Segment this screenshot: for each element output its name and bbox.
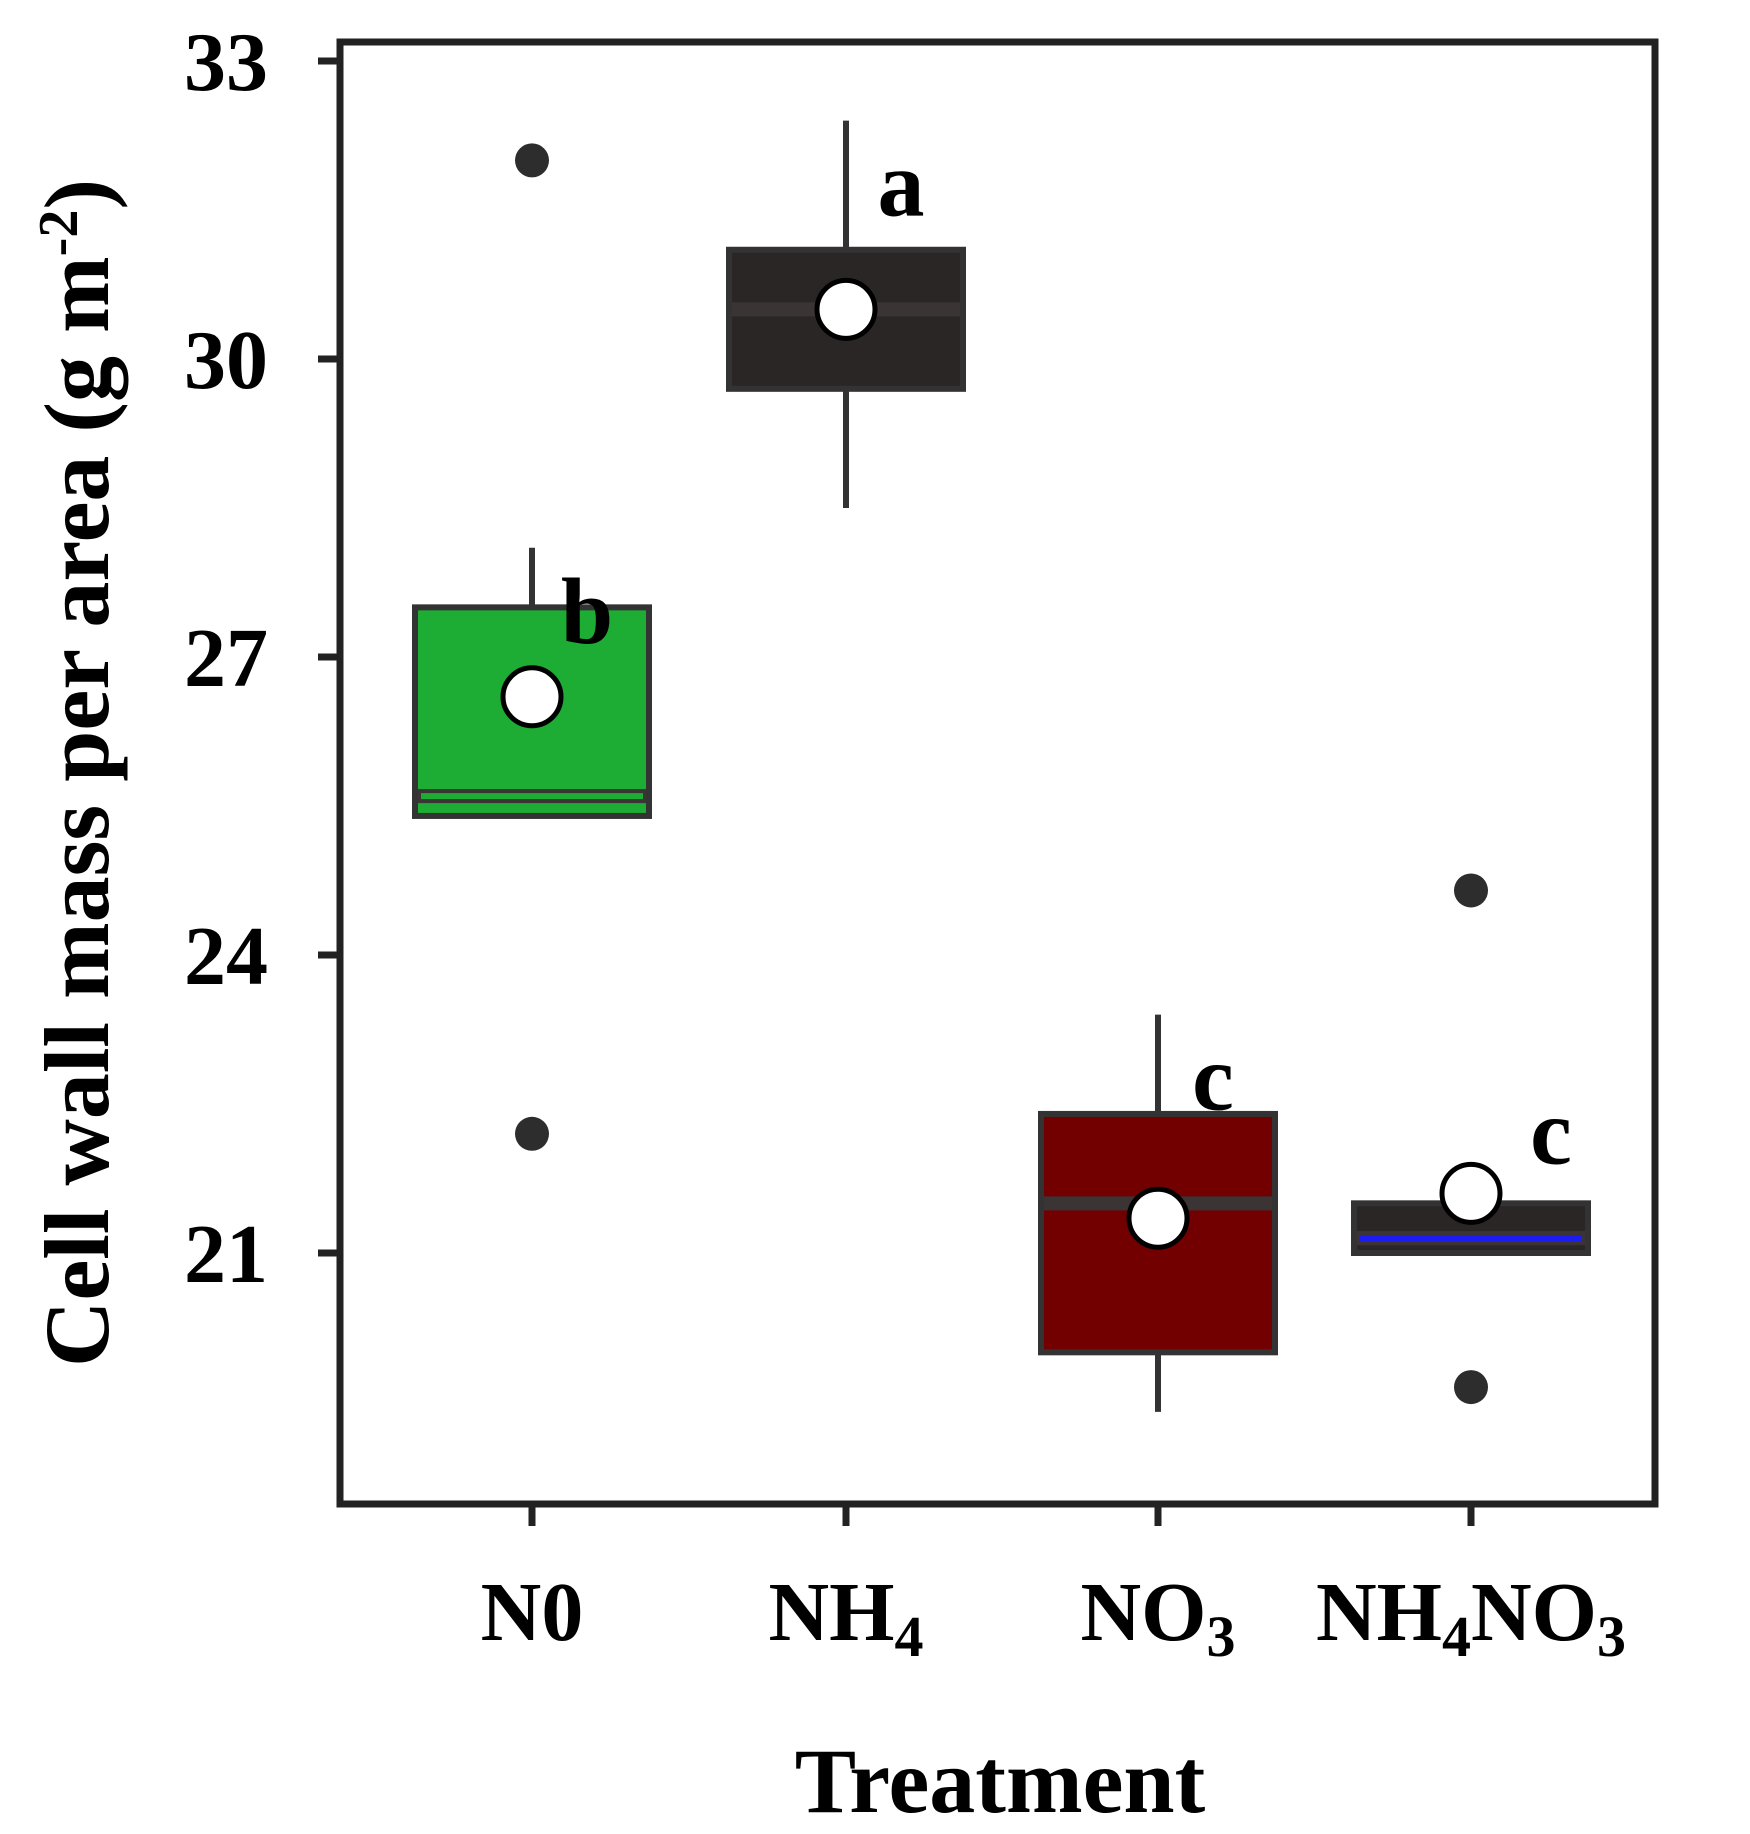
mean-marker: [1439, 1161, 1503, 1225]
x-tick-label: NH4: [769, 1566, 924, 1669]
y-axis-title-superscript: -2: [28, 210, 90, 257]
box-group: c: [1351, 873, 1591, 1405]
significance-letter: a: [878, 133, 925, 237]
y-tick-label: 21: [184, 1208, 268, 1301]
plot-frame: [336, 38, 1659, 1508]
x-tick-label: NO3: [1081, 1566, 1236, 1669]
outlier-point: [515, 1116, 549, 1151]
significance-letter: c: [1530, 1080, 1572, 1184]
x-axis: N0 NH4 NO3 NH4NO3: [481, 1504, 1626, 1669]
x-tick-label: N0: [481, 1566, 584, 1659]
mean-marker: [1126, 1186, 1190, 1250]
box-group: a: [726, 120, 966, 509]
significance-letter: b: [561, 560, 613, 664]
mean-marker: [814, 277, 878, 341]
outlier-point: [1454, 873, 1488, 908]
y-tick-label: 24: [184, 910, 268, 1003]
y-tick-label: 27: [184, 612, 268, 705]
box-group: c: [1038, 1014, 1278, 1412]
y-tick-label: 30: [184, 314, 268, 407]
y-tick-label: 33: [184, 16, 268, 109]
significance-letter: c: [1192, 1027, 1234, 1131]
y-axis: 21 24 27 30 33: [184, 16, 340, 1301]
x-axis-title: Treatment: [795, 1730, 1206, 1832]
y-axis-title: Cell wall mass per area (g m-2): [26, 179, 128, 1367]
outlier-point: [515, 143, 549, 178]
mean-marker: [500, 665, 564, 729]
outlier-point: [1454, 1370, 1488, 1405]
boxes: b a c c: [412, 120, 1591, 1412]
box-group: b: [412, 143, 652, 1151]
x-tick-label: NH4NO3: [1316, 1566, 1626, 1669]
